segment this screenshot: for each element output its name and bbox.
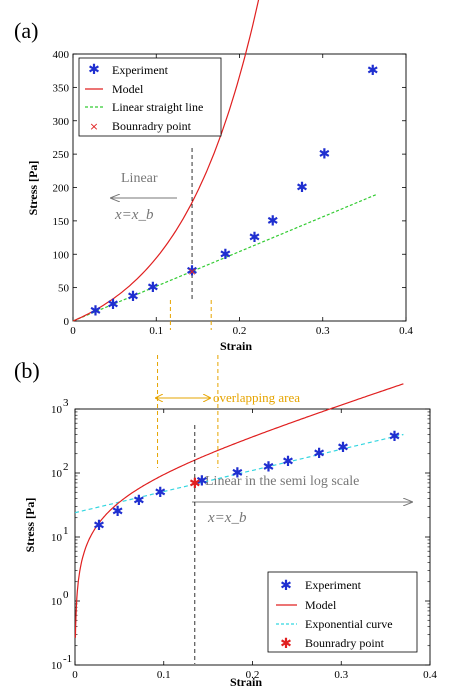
panel-a-xtick-label: 0.3	[316, 325, 330, 337]
panel-a-ytick-label: 100	[53, 249, 70, 261]
panel-b-ytick-exponent: 2	[63, 461, 69, 473]
panel-a-boundary-point: ×	[187, 265, 196, 278]
panel-a-ytick-label: 300	[53, 116, 70, 128]
panel-b-plot: ✱✱✱✱✱ ✱ ✱ ✱ ✱ ✱✱✱	[74, 355, 404, 664]
panel-a-experiment-point: ✱	[147, 280, 159, 296]
panel-a-experiment-point: ✱	[90, 303, 102, 319]
panel-b-ylabel: Stress [Pa]	[23, 498, 37, 553]
legend-b-experiment-label: Experiment	[305, 578, 362, 592]
panel-a-xtick-label: 0.1	[149, 325, 163, 337]
panel-b-ytick-label: 10	[51, 660, 63, 672]
legend-b-boundary-label: Bounradry point	[305, 636, 385, 650]
overlap-label: overlapping area	[213, 390, 300, 405]
panel-a-legend: ✱ Experiment Model Linear straight line …	[78, 57, 222, 137]
panel-b-xtick-label: 0.3	[334, 669, 348, 681]
panel-b-experiment-point: ✱	[232, 466, 244, 482]
panel-a-ytick-label: 400	[53, 49, 70, 61]
legend-b-model-label: Model	[305, 598, 337, 612]
panel-b-xtick-label: 0.1	[157, 669, 171, 681]
panel-b-ytick-exponent: 0	[63, 589, 69, 601]
panel-b-boundary-point: ✱	[189, 476, 201, 492]
panel-a-experiment-point: ✱	[296, 180, 308, 196]
panel-b-model-curve	[74, 383, 404, 638]
panel-a-label: (a)	[14, 18, 38, 43]
panel-a-experiment-point: ✱	[249, 230, 261, 246]
panel-b-legend: ✱ Experiment Model Exponential curve ✱ B…	[267, 571, 418, 653]
panel-a-linear-label: Linear	[121, 171, 158, 186]
panel-b-ytick-exponent: 1	[63, 525, 69, 537]
panel-b-xtick-label: 0	[72, 669, 78, 681]
panel-a-ytick-label: 50	[58, 283, 70, 295]
panel-b-ytick-label: 10	[51, 404, 63, 416]
panel-b-ytick-label: 10	[51, 468, 63, 480]
panel-a-ytick-label: 200	[53, 183, 70, 195]
panel-a-experiment-point: ✱	[186, 263, 198, 279]
panel-b-experiment-point: ✱	[133, 493, 145, 509]
panel-a-ytick-label: 0	[64, 316, 70, 328]
panel-b-experiment-point: ✱	[282, 454, 294, 470]
panel-b-experiment-point: ✱	[313, 446, 325, 462]
panel-b-ytick-exponent: 3	[63, 397, 69, 409]
panel-b-exponential-curve	[74, 433, 404, 514]
panel-b-xtick-label: 0.2	[246, 669, 260, 681]
panel-a-xtick-label: 0.4	[399, 325, 413, 337]
panel-a-experiment-point: ✱	[127, 289, 139, 305]
panel-a-xtick-label: 0	[70, 325, 76, 337]
panel-a-xtick-label: 0.2	[233, 325, 247, 337]
panel-b-xtick-label: 0.4	[423, 669, 437, 681]
panel-a-model-curve	[72, 0, 260, 322]
legend-model-label: Model	[112, 82, 144, 96]
panel-a-annotations: Linear x=x_b	[111, 171, 177, 223]
overlap-annotation: overlapping area	[156, 390, 300, 405]
panel-b-experiment-point: ✱	[154, 485, 166, 501]
legend-b-exponential-label: Exponential curve	[305, 617, 393, 631]
panel-b-xb-label: x=x_b	[207, 510, 247, 526]
panel-a-experiment-point: ✱	[267, 213, 279, 229]
panel-a-experiment-point: ✱	[319, 147, 331, 163]
panel-a-legend-box	[78, 57, 222, 137]
panel-b-experiment-point: ✱	[389, 429, 401, 445]
panel-b-xlabel: Strain	[230, 675, 262, 689]
panel-a-experiment-point: ✱	[367, 63, 379, 79]
legend-boundary-label: Bounradry point	[112, 119, 192, 133]
panel-b-label: (b)	[14, 358, 40, 383]
legend-linear-label: Linear straight line	[112, 100, 203, 114]
panel-a-experiment-point: ✱	[219, 247, 231, 263]
panel-b-semilog-label: Linear in the semi log scale	[205, 474, 359, 489]
panel-a-ytick-label: 350	[53, 82, 70, 94]
legend-b-experiment-marker: ✱	[280, 578, 292, 594]
panel-b-ytick-label: 10	[51, 532, 63, 544]
panel-b-experiment-point: ✱	[263, 459, 275, 475]
panel-a-experiment-point: ✱	[107, 297, 119, 313]
legend-b-boundary-marker: ✱	[280, 636, 292, 652]
panel-b-experiment-point: ✱	[196, 473, 208, 489]
panel-a-ylabel: Stress [Pa]	[26, 161, 40, 216]
panel-a-ytick-label: 150	[53, 216, 70, 228]
panel-a-ytick-label: 250	[53, 149, 70, 161]
panel-b-legend-box	[267, 571, 418, 653]
panel-b-experiment-point: ✱	[93, 518, 105, 534]
legend-experiment-marker: ✱	[88, 62, 100, 78]
panel-b-experiment-point: ✱	[337, 440, 349, 456]
panel-b-ytick-label: 10	[51, 596, 63, 608]
legend-experiment-label: Experiment	[112, 63, 169, 77]
panel-a-xlabel: Strain	[220, 339, 252, 353]
panel-b-experiment-point: ✱	[112, 504, 124, 520]
legend-boundary-marker: ×	[89, 120, 98, 133]
panel-b-ytick-exponent: -1	[63, 653, 72, 665]
panel-a-plot: ✱ ✱✱✱✱✱✱✱✱✱✱×	[72, 0, 379, 330]
panel-a-xb-label: x=x_b	[114, 207, 154, 223]
panel-b-annotations: Linear in the semi log scale x=x_b	[192, 474, 412, 526]
